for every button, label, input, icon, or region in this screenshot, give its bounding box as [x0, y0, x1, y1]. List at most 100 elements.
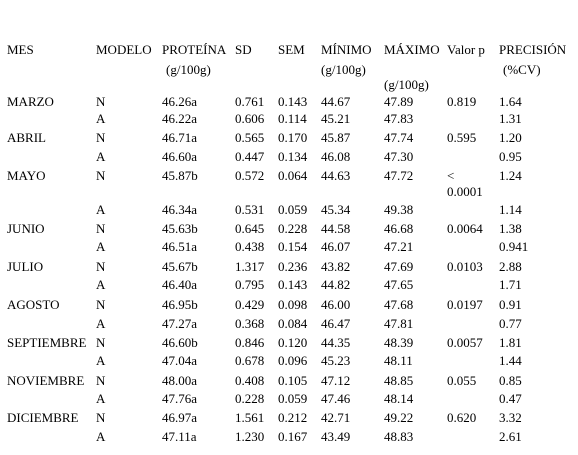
- table-cell: 0.064: [278, 168, 308, 183]
- table-cell: 1.14: [499, 202, 522, 217]
- table-cell: 0.114: [278, 111, 307, 126]
- table-cell: 0.059: [278, 391, 308, 406]
- table-cell: 46.40a: [162, 277, 198, 292]
- table-cell: 45.21: [321, 111, 351, 126]
- table-cell: A: [96, 316, 106, 331]
- table-cell: 1.38: [499, 221, 522, 236]
- table-cell: 0.059: [278, 202, 308, 217]
- table-cell: 47.65: [384, 277, 414, 292]
- table-cell: JULIO: [7, 259, 44, 274]
- table-cell: N: [96, 130, 106, 145]
- table-cell: 45.63b: [162, 221, 198, 236]
- table-cell: 0.91: [499, 297, 522, 312]
- table-cell: 47.72: [384, 168, 414, 183]
- header-unit: (%CV): [503, 62, 541, 77]
- table-cell: 47.89: [384, 94, 414, 109]
- table-cell: 44.63: [321, 168, 351, 183]
- table-cell: SEPTIEMBRE: [7, 335, 87, 350]
- header-unit: (g/100g): [166, 62, 211, 77]
- table-cell: 0.0057: [447, 335, 483, 350]
- table-cell: 47.69: [384, 259, 414, 274]
- table-cell: 1.230: [235, 429, 265, 444]
- table-cell: N: [96, 373, 106, 388]
- table-cell: 0.77: [499, 316, 522, 331]
- table-cell: 1.44: [499, 353, 522, 368]
- table-cell: 45.87b: [162, 168, 198, 183]
- table-cell: 46.07: [321, 239, 351, 254]
- table-cell: 47.76a: [162, 391, 198, 406]
- table-cell: 0.819: [447, 94, 477, 109]
- table-cell: 47.30: [384, 149, 414, 164]
- table-cell: 46.34a: [162, 202, 198, 217]
- table-cell: 0.170: [278, 130, 308, 145]
- table-cell: 0.154: [278, 239, 308, 254]
- table-cell: 46.60b: [162, 335, 198, 350]
- table-cell: 43.49: [321, 429, 351, 444]
- table-cell: 47.81: [384, 316, 414, 331]
- table-cell: 0.565: [235, 130, 265, 145]
- table-cell: 0.438: [235, 239, 265, 254]
- header-cell: MES: [7, 42, 34, 57]
- table-cell: 46.71a: [162, 130, 198, 145]
- table-cell: 1.71: [499, 277, 522, 292]
- table-cell: 0.85: [499, 373, 522, 388]
- table-cell: 0.0197: [447, 297, 483, 312]
- table-cell: N: [96, 410, 106, 425]
- table-cell: JUNIO: [7, 221, 45, 236]
- table-cell: 0.212: [278, 410, 308, 425]
- table-cell: MARZO: [7, 94, 54, 109]
- table-cell: 47.12: [321, 373, 351, 388]
- header-cell: MÁXIMO: [384, 42, 440, 57]
- table-cell: A: [96, 202, 106, 217]
- table-cell: 1.64: [499, 94, 522, 109]
- table-cell: 1.561: [235, 410, 265, 425]
- table-cell: 46.95b: [162, 297, 198, 312]
- table-cell: 47.21: [384, 239, 414, 254]
- table-cell: < 0.0001: [447, 168, 483, 199]
- table-cell: 0.846: [235, 335, 265, 350]
- table-cell: ABRIL: [7, 130, 46, 145]
- table-cell: 46.97a: [162, 410, 198, 425]
- table-cell: 45.67b: [162, 259, 198, 274]
- header-cell: Valor p: [447, 42, 485, 57]
- table-cell: 0.143: [278, 277, 308, 292]
- table-cell: 1.317: [235, 259, 265, 274]
- table-cell: 46.68: [384, 221, 414, 236]
- table-cell: 0.228: [235, 391, 265, 406]
- table-cell: 44.35: [321, 335, 351, 350]
- table-cell: 0.143: [278, 94, 308, 109]
- table-cell: 48.39: [384, 335, 414, 350]
- table-cell: 0.572: [235, 168, 265, 183]
- table-cell: N: [96, 335, 106, 350]
- table-cell: 44.67: [321, 94, 351, 109]
- table-cell: 46.60a: [162, 149, 198, 164]
- table-cell: N: [96, 168, 106, 183]
- table-cell: DICIEMBRE: [7, 410, 79, 425]
- table-cell: 47.68: [384, 297, 414, 312]
- table-cell: N: [96, 221, 106, 236]
- table-cell: N: [96, 297, 106, 312]
- table-cell: 0.761: [235, 94, 265, 109]
- table-cell: 45.23: [321, 353, 351, 368]
- table-cell: 49.38: [384, 202, 414, 217]
- table-cell: 0.595: [447, 130, 477, 145]
- table-cell: 0.236: [278, 259, 308, 274]
- header-cell: PROTEÍNA: [162, 42, 227, 57]
- table-cell: 0.678: [235, 353, 265, 368]
- table-cell: 47.83: [384, 111, 414, 126]
- table-cell: 1.81: [499, 335, 522, 350]
- table-cell: 48.83: [384, 429, 414, 444]
- table-cell: 0.95: [499, 149, 522, 164]
- table-cell: 0.0064: [447, 221, 483, 236]
- table-cell: 0.620: [447, 410, 477, 425]
- header-cell: MODELO: [96, 42, 152, 57]
- table-cell: 46.00: [321, 297, 351, 312]
- table-cell: A: [96, 111, 106, 126]
- table-cell: 46.47: [321, 316, 351, 331]
- header-cell: SD: [235, 42, 252, 57]
- table-cell: 0.531: [235, 202, 265, 217]
- table-cell: 0.0103: [447, 259, 483, 274]
- table-cell: 46.51a: [162, 239, 198, 254]
- table-cell: 0.098: [278, 297, 308, 312]
